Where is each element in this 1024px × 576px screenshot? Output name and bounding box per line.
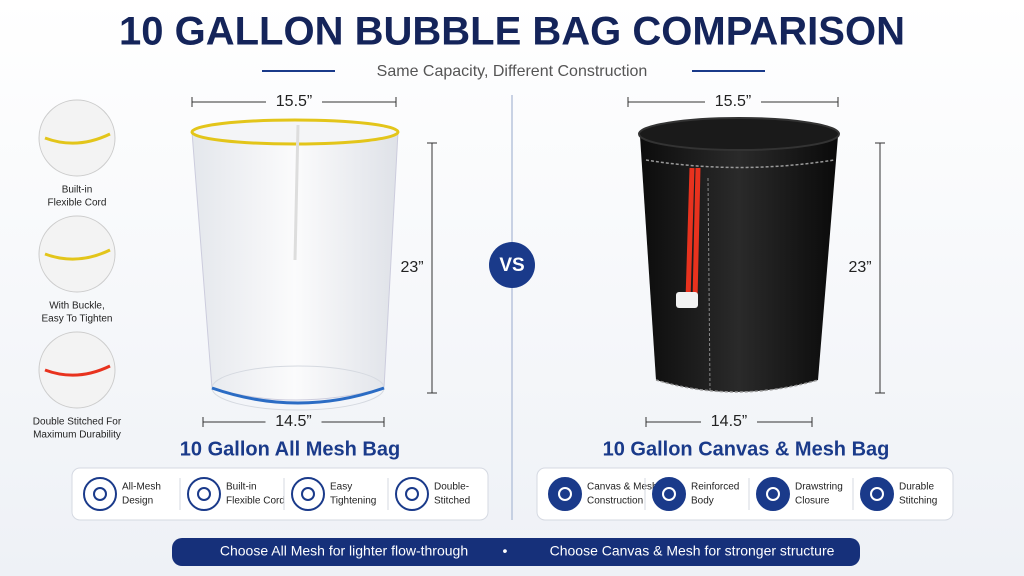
callout-detail xyxy=(44,364,111,377)
footer-bar xyxy=(172,538,860,566)
feature-text: Tightening xyxy=(330,496,376,507)
feature-text: Design xyxy=(122,496,153,507)
subtitle: Same Capacity, Different Construction xyxy=(377,63,648,80)
feature-text: Stitching xyxy=(899,496,937,507)
callout-text: Double Stitched For xyxy=(33,417,122,428)
feature-icon-mark xyxy=(301,487,315,501)
callout-detail xyxy=(44,132,111,145)
callout-photo xyxy=(38,331,116,409)
feature-icon-mark xyxy=(93,487,107,501)
feature-text: Built-in xyxy=(226,482,257,493)
callout-text: Built-in xyxy=(62,185,93,196)
feature-icon xyxy=(756,477,790,511)
dim-label: 23” xyxy=(848,259,871,276)
callout-text: With Buckle, xyxy=(49,301,105,312)
feature-box xyxy=(536,467,954,521)
callout-photo xyxy=(38,99,116,177)
vs-badge xyxy=(489,242,535,288)
feature-icon xyxy=(548,477,582,511)
features: All-Mesh Design Built-in Flexible Cord Easy T… xyxy=(71,467,954,521)
dimensions: 15.5” 23” 14.5” 15.5” 23” 14.5” xyxy=(191,93,885,430)
title: 10 GALLON BUBBLE BAG COMPARISON xyxy=(119,10,905,54)
feature-icon-mark xyxy=(662,487,676,501)
vs-text: VS xyxy=(499,255,524,276)
feature-text: All-Mesh xyxy=(122,482,161,493)
feature-icon-mark xyxy=(405,487,419,501)
canvas-bag xyxy=(638,117,840,393)
feature-icon xyxy=(860,477,894,511)
feature-icon-mark xyxy=(197,487,211,501)
feature-icon-mark xyxy=(766,487,780,501)
feature-text: Reinforced xyxy=(691,482,739,493)
feature-text: Durable xyxy=(899,482,934,493)
feature-icon-mark xyxy=(870,487,884,501)
footer-text: Choose All Mesh for lighter flow-through xyxy=(220,543,468,559)
product-name: 10 Gallon All Mesh Bag xyxy=(180,438,400,460)
callouts: Built-in Flexible Cord With Buckle, Easy To… xyxy=(33,99,122,441)
feature-text: Easy xyxy=(330,482,352,493)
dim-label: 23” xyxy=(400,259,423,276)
feature-text: Stitched xyxy=(434,496,470,507)
feature-text: Drawstring xyxy=(795,482,843,493)
dim-label: 14.5” xyxy=(711,413,747,430)
feature-text: Construction xyxy=(587,496,643,507)
feature-icon xyxy=(187,477,221,511)
feature-text: Flexible Cord xyxy=(226,496,285,507)
dim-label: 15.5” xyxy=(715,93,751,110)
feature-text: Body xyxy=(691,496,714,507)
footer-separator: • xyxy=(503,543,508,559)
feature-text: Double- xyxy=(434,482,469,493)
feature-icon-mark xyxy=(558,487,572,501)
product-name: 10 Gallon Canvas & Mesh Bag xyxy=(603,438,890,460)
dim-label: 14.5” xyxy=(275,413,311,430)
feature-icon xyxy=(291,477,325,511)
feature-icon xyxy=(395,477,429,511)
callout-text: Flexible Cord xyxy=(48,198,107,209)
callout-photo xyxy=(38,215,116,293)
footer-text: Choose Canvas & Mesh for stronger struct… xyxy=(550,543,835,559)
feature-icon xyxy=(652,477,686,511)
feature-icon xyxy=(83,477,117,511)
dim-label: 15.5” xyxy=(276,93,312,110)
feature-text: Closure xyxy=(795,496,830,507)
callout-detail xyxy=(44,248,111,261)
callout-text: Easy To Tighten xyxy=(42,314,113,325)
callout-text: Maximum Durability xyxy=(33,430,121,441)
mesh-bag xyxy=(190,118,400,411)
feature-box xyxy=(71,467,489,521)
feature-text: Canvas & Mesh xyxy=(587,482,658,493)
